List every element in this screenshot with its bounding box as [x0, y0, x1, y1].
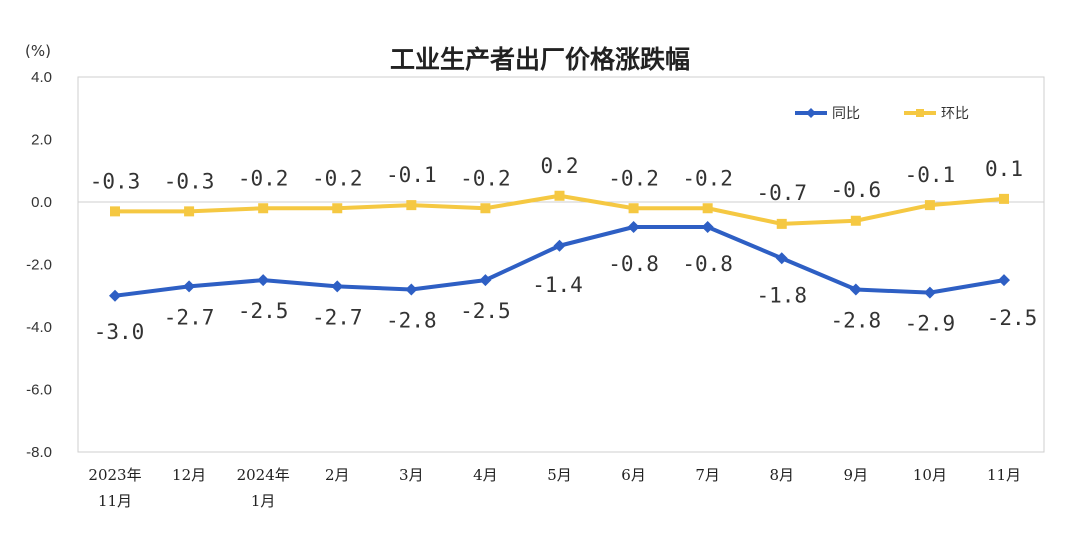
data-label-yoy: -2.5 — [987, 306, 1038, 330]
data-label-yoy: -1.8 — [756, 283, 807, 307]
x-tick-label: 11月 — [98, 492, 132, 510]
data-point-mom — [184, 206, 195, 217]
data-label-yoy: -0.8 — [682, 252, 733, 276]
x-tick-label: 2024年 — [237, 466, 290, 484]
data-point-mom — [850, 215, 861, 226]
data-label-mom: -0.2 — [608, 166, 659, 190]
data-point-yoy — [849, 283, 862, 296]
y-tick-label: -8.0 — [26, 444, 52, 461]
x-tick-label: 2月 — [325, 466, 350, 484]
data-label-yoy: -2.8 — [386, 309, 437, 333]
data-point-mom — [406, 200, 417, 211]
data-label-yoy: -1.4 — [532, 273, 583, 297]
x-tick-label: 12月 — [172, 466, 206, 484]
data-label-mom: 0.1 — [985, 157, 1023, 181]
data-label-yoy: -2.5 — [238, 299, 289, 323]
data-point-yoy — [998, 274, 1010, 287]
x-tick-label: 3月 — [399, 466, 424, 484]
legend-marker-yoy — [806, 108, 816, 118]
x-tick-label: 11月 — [987, 466, 1021, 484]
data-point-yoy — [627, 221, 640, 233]
y-axis-ticks: 4.0 2.0 0.0 -2.0 -4.0 -6.0 -8.0 — [26, 69, 52, 461]
legend-marker-mom — [916, 109, 924, 117]
data-label-yoy: -0.8 — [608, 252, 659, 276]
x-tick-label: 9月 — [844, 466, 869, 484]
x-tick-label: 7月 — [695, 466, 720, 484]
x-tick-label: 2023年 — [88, 466, 141, 484]
legend: 同比 环比 — [795, 106, 969, 122]
data-point-yoy — [553, 239, 566, 252]
data-point-mom — [332, 203, 343, 214]
data-point-mom — [628, 203, 639, 214]
data-point-yoy — [479, 274, 492, 287]
data-point-mom — [924, 200, 935, 211]
data-label-mom: -0.3 — [164, 169, 215, 193]
x-tick-label: 6月 — [621, 466, 646, 484]
y-tick-label: -6.0 — [26, 382, 52, 399]
data-label-mom: -0.7 — [756, 181, 807, 205]
plot-area — [77, 76, 1045, 453]
data-label-mom: -0.2 — [312, 166, 363, 190]
data-label-mom: -0.1 — [905, 163, 956, 187]
y-tick-label: 2.0 — [31, 132, 52, 149]
x-tick-label: 10月 — [913, 466, 947, 484]
x-tick-label: 1月 — [251, 492, 276, 510]
x-tick-label: 8月 — [769, 466, 794, 484]
x-tick-label: 4月 — [473, 466, 498, 484]
chart-title: 工业生产者出厂价格涨跌幅 — [390, 45, 690, 74]
legend-label-yoy: 同比 — [832, 106, 860, 122]
data-label-yoy: -2.5 — [460, 299, 511, 323]
series-layer — [109, 190, 1010, 302]
data-labels: -3.0 -2.7 -2.5 -2.7 -2.8 -2.5 -1.4 -0.8 -0.8 -1.8… — [90, 154, 1038, 344]
data-label-yoy: -2.7 — [164, 305, 215, 329]
legend-label-mom: 环比 — [941, 106, 969, 122]
data-label-yoy: -2.7 — [312, 305, 363, 329]
data-point-mom — [480, 203, 491, 214]
data-label-mom: 0.2 — [541, 154, 579, 178]
y-tick-label: 4.0 — [31, 69, 52, 86]
data-point-mom — [258, 203, 269, 214]
data-point-mom — [702, 203, 713, 214]
y-tick-label: 0.0 — [31, 194, 52, 211]
data-point-yoy — [257, 274, 270, 287]
data-label-mom: -0.1 — [386, 163, 437, 187]
data-point-yoy — [183, 280, 196, 293]
data-point-yoy — [923, 286, 936, 299]
data-point-yoy — [331, 280, 344, 293]
y-tick-label: -2.0 — [26, 257, 52, 274]
data-label-yoy: -2.9 — [905, 312, 956, 336]
data-point-yoy — [109, 289, 121, 302]
data-label-mom: -0.2 — [460, 166, 511, 190]
data-point-yoy — [701, 221, 714, 233]
data-point-yoy — [775, 252, 788, 265]
data-point-mom — [776, 218, 787, 229]
unit-label: (%) — [25, 42, 51, 60]
data-label-mom: -0.3 — [90, 169, 141, 193]
data-point-mom — [999, 193, 1009, 204]
data-point-mom — [554, 190, 565, 201]
x-tick-label: 5月 — [547, 466, 572, 484]
data-label-yoy: -2.8 — [831, 309, 882, 333]
data-label-mom: -0.2 — [238, 166, 289, 190]
data-label-yoy: -3.0 — [94, 320, 145, 344]
y-tick-label: -4.0 — [26, 319, 52, 336]
data-label-mom: -0.2 — [682, 166, 733, 190]
data-label-mom: -0.6 — [831, 178, 882, 202]
data-point-yoy — [405, 283, 418, 296]
data-point-mom — [110, 206, 120, 217]
x-axis-ticks: 2023年 11月 12月 2024年 1月 2月 3月 4月 5月 6月 7月 8月 9月 10月 11月 — [88, 466, 1021, 510]
